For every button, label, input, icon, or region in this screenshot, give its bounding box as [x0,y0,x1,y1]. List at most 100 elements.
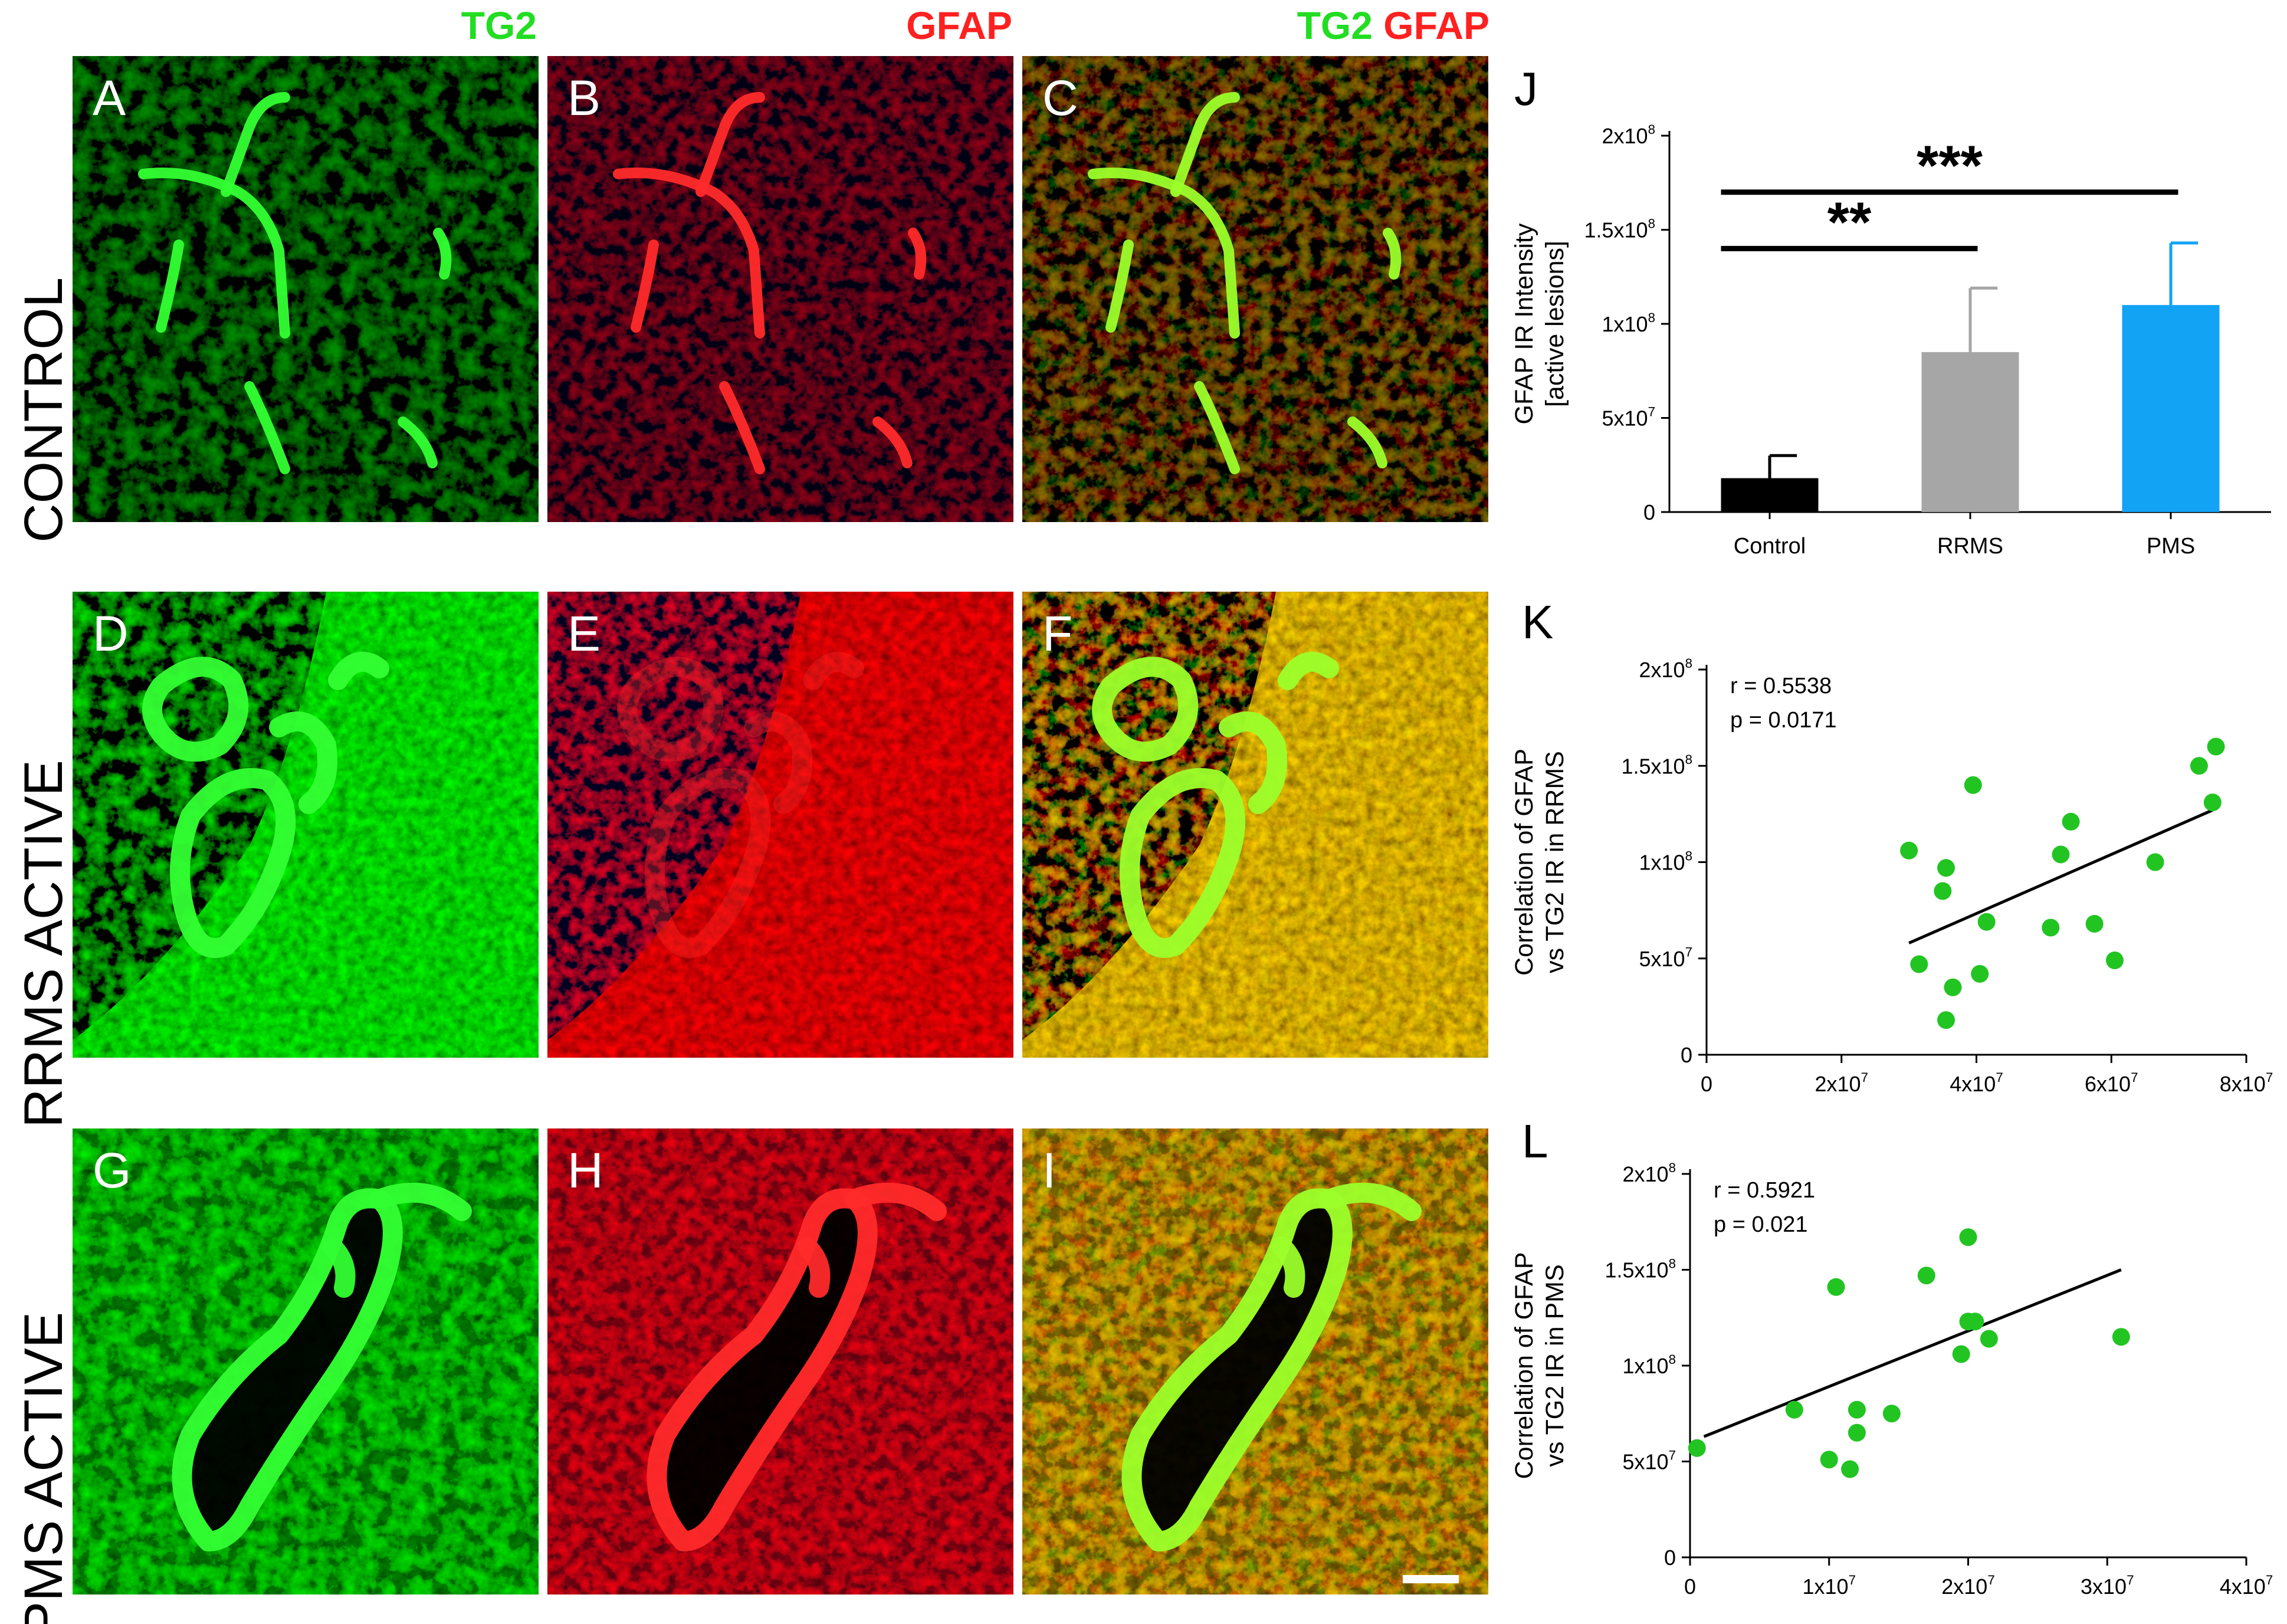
data-point [1977,913,1996,931]
stat-label: r = 0.5538 [1730,674,1832,698]
tick-mantissa: 2x10 [1815,1072,1861,1096]
vessel-3 [797,1236,831,1298]
data-point [1820,1451,1838,1469]
bar-control [1721,478,1819,512]
vessel-1 [1092,657,1199,762]
data-point [1959,1228,1977,1246]
micrograph-panel-c: C [1022,56,1488,522]
vessel-2 [645,768,771,958]
vessel-4 [803,651,864,690]
x-tick-label: 8x107 [2220,1070,2273,1096]
tick-exponent: 8 [1669,1160,1676,1175]
tick-exponent: 7 [1685,945,1692,960]
y-tick-label: 1.5x108 [1584,216,1655,242]
x-tick-label: 2x107 [1941,1573,1995,1599]
row-label-pms-active: PMS ACTIVE [14,1312,74,1624]
vessel-1 [613,168,765,339]
header-merge: TG2 GFAP [1297,4,1489,47]
data-point [1827,1278,1845,1296]
tick-mantissa: 5x10 [1602,406,1648,431]
vessel-6 [872,416,913,468]
data-point [1964,776,1982,794]
y-axis-label: GFAP IR Intensity [1510,223,1538,424]
tick-mantissa: 4x10 [2220,1574,2266,1599]
tick-mantissa: 0 [1681,1043,1692,1067]
y-tick-label: 2x108 [1639,656,1693,682]
y-tick-label: 1x108 [1639,848,1693,874]
tick-exponent: 7 [1669,1448,1676,1462]
panel-content [73,1128,539,1595]
vessel-1 [617,657,724,762]
tick-mantissa: 0 [1701,1072,1712,1096]
x-tick-label: 6x107 [2085,1070,2138,1096]
tick-mantissa: 2x10 [1623,1162,1669,1186]
tick-exponent: 8 [1648,310,1655,325]
data-point [1848,1400,1866,1419]
header-merge-gfap: GFAP [1383,4,1489,47]
tick-exponent: 7 [2127,1573,2134,1587]
panel-letter: B [567,70,601,126]
micrograph-panel-b: B [547,56,1013,522]
panel-content [547,1128,1013,1595]
y-axis-label: vs TG2 IR in RRMS [1541,751,1569,973]
vessel-3 [269,711,337,814]
tick-mantissa: 8x10 [2220,1072,2266,1096]
micrograph-panel-i: I [1022,1128,1488,1595]
data-point [1937,859,1955,877]
scale-bar [1403,1575,1459,1583]
vessel-1 [142,657,249,762]
data-point [1785,1400,1803,1419]
tissue-texture [547,56,1013,522]
vessel-4 [1278,651,1339,690]
data-point [1971,964,1989,983]
y-tick-label: 0 [1643,500,1655,524]
data-point [1966,1313,1984,1331]
tick-exponent: 8 [1685,848,1692,863]
data-point [1980,1330,1998,1348]
panel-content [1022,56,1488,522]
panel-letter: E [567,606,601,661]
tick-exponent: 8 [1685,752,1692,767]
micrograph-panel-d: D [73,592,539,1058]
tick-mantissa: 2x10 [1639,658,1685,682]
row-label-control: CONTROL [14,277,74,543]
vessel-6 [398,416,438,468]
data-point [2203,793,2222,812]
vessel-1 [1088,168,1240,339]
tick-mantissa: 1x10 [1602,312,1648,336]
row-label-rrms-active: RRMS ACTIVE [14,760,74,1128]
vessel-2 [1120,768,1246,958]
y-tick-label: 2x108 [1602,122,1656,148]
tick-mantissa: 2x10 [1602,124,1648,148]
y-tick-label: 0 [1681,1043,1692,1067]
vessel-2 [695,92,765,197]
y-tick-label: 1.5x108 [1604,1256,1676,1282]
column-headers: TG2 GFAP TG2 GFAP [461,4,1489,47]
tick-mantissa: 1x10 [1639,851,1685,875]
regression-line [1908,809,2213,944]
micrograph-panel-e: E [547,592,1013,1058]
data-point [1937,1011,1955,1029]
y-tick-label: 0 [1664,1546,1676,1570]
vessel-3 [1219,711,1287,814]
vessel-4 [1105,240,1134,333]
tick-exponent: 7 [2266,1070,2273,1085]
vessel-2 [1319,1182,1422,1221]
data-point [2190,757,2208,775]
data-point [1944,978,1962,996]
tick-exponent: 7 [2266,1573,2273,1587]
micrograph-panel-f: F [1022,592,1488,1058]
micrograph-panel-g: G [73,1128,539,1595]
y-tick-label: 5x107 [1602,404,1656,430]
data-point [2052,845,2070,864]
x-tick-label: 0 [1701,1072,1712,1096]
data-point [1934,882,1952,900]
y-axis-label: Correlation of GFAP [1510,749,1538,976]
tick-mantissa: 0 [1664,1546,1676,1570]
panel-letter: D [93,606,129,661]
tick-exponent: 7 [1861,1070,1868,1085]
tick-mantissa: 2x10 [1941,1574,1987,1599]
tick-mantissa: 1.5x10 [1584,218,1648,242]
header-merge-space [1373,4,1383,47]
